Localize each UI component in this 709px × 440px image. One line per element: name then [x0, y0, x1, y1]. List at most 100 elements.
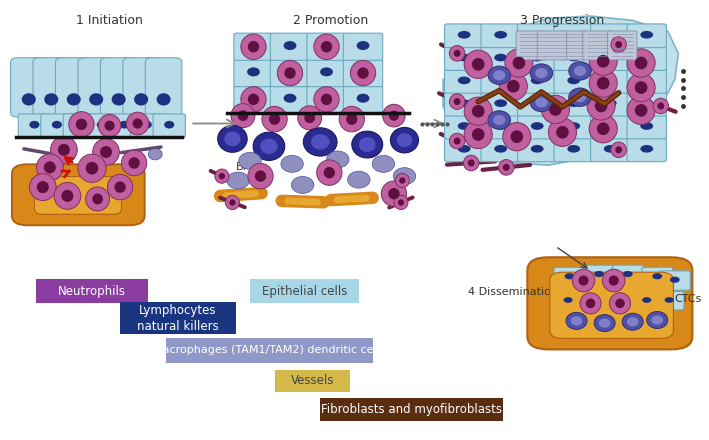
FancyBboxPatch shape [591, 115, 630, 139]
Ellipse shape [640, 31, 653, 39]
Ellipse shape [458, 77, 471, 84]
Ellipse shape [255, 170, 266, 182]
Ellipse shape [50, 136, 77, 163]
Ellipse shape [298, 106, 322, 130]
Ellipse shape [589, 297, 598, 303]
FancyBboxPatch shape [516, 31, 546, 60]
Ellipse shape [357, 41, 369, 50]
Ellipse shape [350, 60, 376, 86]
Ellipse shape [488, 111, 510, 129]
FancyBboxPatch shape [627, 115, 666, 139]
Ellipse shape [52, 121, 62, 128]
Polygon shape [443, 16, 679, 165]
FancyBboxPatch shape [234, 86, 273, 113]
Ellipse shape [604, 122, 617, 130]
FancyBboxPatch shape [627, 92, 666, 116]
Ellipse shape [450, 94, 465, 110]
Ellipse shape [76, 119, 87, 130]
Ellipse shape [494, 99, 507, 107]
FancyBboxPatch shape [481, 92, 520, 116]
Ellipse shape [567, 122, 580, 130]
Ellipse shape [530, 93, 552, 112]
Ellipse shape [652, 273, 662, 279]
Ellipse shape [510, 130, 523, 143]
Ellipse shape [231, 103, 255, 128]
Ellipse shape [303, 128, 337, 156]
FancyBboxPatch shape [537, 31, 566, 60]
Ellipse shape [229, 199, 235, 205]
FancyBboxPatch shape [270, 33, 310, 60]
FancyBboxPatch shape [445, 24, 484, 48]
Ellipse shape [54, 183, 81, 209]
FancyBboxPatch shape [445, 70, 484, 93]
Ellipse shape [121, 150, 147, 176]
Ellipse shape [372, 155, 395, 172]
Ellipse shape [594, 271, 604, 277]
FancyBboxPatch shape [145, 58, 182, 117]
Ellipse shape [357, 94, 369, 103]
FancyBboxPatch shape [627, 24, 666, 48]
Ellipse shape [36, 154, 63, 181]
Ellipse shape [530, 64, 552, 82]
Ellipse shape [359, 137, 376, 152]
FancyBboxPatch shape [591, 47, 630, 70]
Ellipse shape [241, 34, 266, 59]
FancyBboxPatch shape [627, 47, 666, 70]
Ellipse shape [493, 115, 506, 125]
Ellipse shape [599, 319, 610, 328]
FancyBboxPatch shape [527, 257, 693, 349]
Ellipse shape [352, 131, 383, 158]
FancyBboxPatch shape [481, 138, 520, 161]
Ellipse shape [627, 73, 655, 102]
Ellipse shape [580, 293, 601, 314]
Ellipse shape [248, 41, 259, 52]
Ellipse shape [604, 145, 617, 153]
Ellipse shape [398, 199, 404, 205]
Ellipse shape [396, 173, 409, 187]
Ellipse shape [574, 92, 586, 102]
Ellipse shape [321, 94, 333, 105]
FancyBboxPatch shape [250, 279, 359, 303]
Ellipse shape [635, 81, 647, 94]
Ellipse shape [238, 110, 248, 121]
Ellipse shape [615, 297, 625, 303]
Ellipse shape [653, 98, 669, 114]
Ellipse shape [29, 121, 40, 128]
Text: Neutrophils: Neutrophils [58, 285, 126, 298]
Text: BM: BM [236, 162, 253, 172]
Ellipse shape [450, 133, 465, 149]
Ellipse shape [247, 67, 260, 77]
FancyBboxPatch shape [518, 47, 557, 70]
Ellipse shape [464, 50, 492, 78]
FancyBboxPatch shape [445, 92, 484, 116]
FancyBboxPatch shape [579, 291, 609, 310]
Ellipse shape [493, 70, 506, 81]
Ellipse shape [78, 154, 106, 182]
Ellipse shape [574, 66, 586, 76]
Ellipse shape [219, 173, 225, 180]
FancyBboxPatch shape [101, 58, 137, 117]
FancyBboxPatch shape [554, 268, 585, 287]
Ellipse shape [507, 80, 520, 92]
FancyBboxPatch shape [11, 58, 47, 117]
Ellipse shape [142, 121, 152, 128]
Ellipse shape [164, 121, 174, 128]
Ellipse shape [503, 164, 510, 171]
Ellipse shape [597, 122, 610, 135]
Ellipse shape [589, 47, 618, 75]
Ellipse shape [37, 181, 49, 193]
Ellipse shape [320, 67, 333, 77]
Ellipse shape [640, 99, 653, 107]
Ellipse shape [284, 94, 296, 103]
Ellipse shape [260, 139, 278, 154]
Ellipse shape [291, 176, 314, 194]
Ellipse shape [567, 77, 580, 84]
FancyBboxPatch shape [591, 92, 630, 116]
Ellipse shape [494, 54, 507, 62]
Ellipse shape [92, 194, 103, 204]
Ellipse shape [597, 55, 610, 68]
Ellipse shape [604, 54, 617, 62]
Ellipse shape [314, 34, 339, 59]
Ellipse shape [357, 67, 369, 77]
Ellipse shape [458, 31, 471, 39]
